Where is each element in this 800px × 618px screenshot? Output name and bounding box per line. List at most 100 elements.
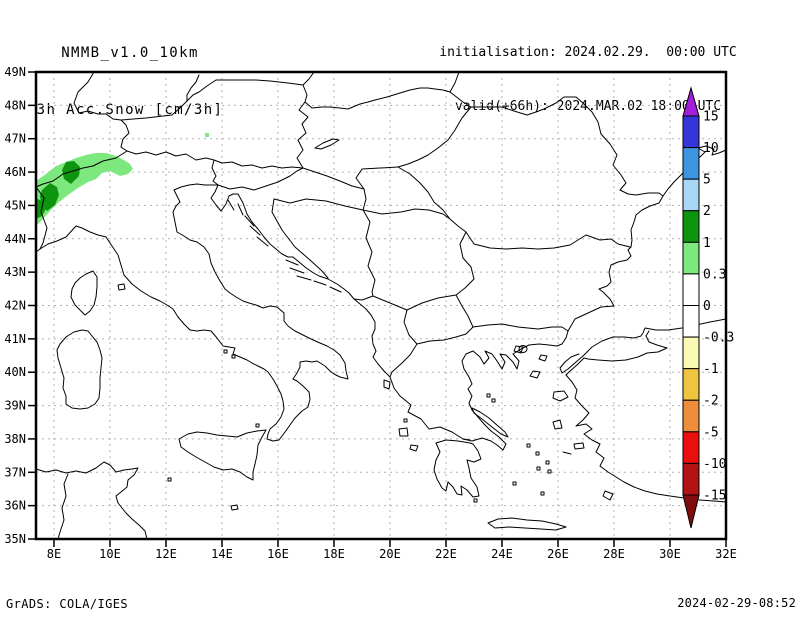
colorbar-segment	[682, 210, 700, 243]
coastlines-and-borders	[35, 71, 727, 540]
colorbar-tick-label: 0	[703, 299, 711, 314]
lon-tick-label: 14E	[211, 547, 233, 561]
map-line	[662, 145, 727, 197]
colorbar-segment	[682, 336, 700, 370]
variable-title: 3h Acc.Snow [cm/3h]	[36, 102, 224, 118]
map-line	[561, 330, 569, 345]
colorbar-top-arrow	[682, 86, 700, 117]
map-line	[561, 355, 584, 374]
colorbar-tick-label: 15	[703, 110, 719, 125]
lon-tick-label: 22E	[435, 547, 457, 561]
map-line	[538, 354, 548, 362]
map-line	[406, 294, 457, 311]
lon-tick-label: 30E	[659, 547, 681, 561]
map-line	[471, 407, 509, 438]
colorbar-segment	[682, 399, 700, 433]
map-line	[573, 442, 585, 450]
colorbar-segment	[682, 304, 700, 338]
map-line	[249, 225, 261, 236]
lon-tick-label: 8E	[47, 547, 61, 561]
axis-ticks-and-labels: 8E 10E 12E 14E 16E 18E 20E 22E 24E 26E 28E 30E 32E 49…	[4, 65, 737, 561]
map-line	[383, 379, 391, 390]
map-line	[178, 429, 267, 481]
map-line	[409, 444, 419, 452]
map-line	[397, 166, 451, 220]
map-line	[210, 184, 391, 378]
gridlines	[36, 72, 726, 539]
colorbar-segment	[682, 273, 700, 306]
map-line	[35, 186, 48, 250]
map-line	[513, 345, 524, 354]
lat-tick-label: 35N	[4, 532, 26, 546]
map-line	[126, 150, 304, 169]
colorbar-tick-label: 2	[703, 204, 711, 219]
colorbar-tick-label: -10	[703, 457, 726, 472]
map-line	[314, 138, 340, 150]
map-line	[211, 159, 219, 186]
map-line	[416, 326, 474, 345]
map-line	[567, 305, 615, 332]
grads-credit: GrADS: COLA/IGES	[6, 597, 128, 611]
lon-tick-label: 16E	[267, 547, 289, 561]
map-line	[302, 71, 315, 86]
lon-tick-label: 12E	[155, 547, 177, 561]
map-line	[256, 236, 269, 247]
colorbar: 15 10 5 2 1 0.3 0 -0.3 -1 -2 -5 -10 -15	[682, 86, 734, 529]
map-line	[547, 469, 552, 474]
map-line	[35, 183, 349, 442]
map-line	[237, 203, 244, 216]
map-line	[255, 423, 260, 428]
map-line	[273, 198, 364, 211]
map-line	[562, 451, 572, 455]
map-line	[559, 353, 580, 374]
map-line	[313, 280, 327, 286]
colorbar-segment	[682, 241, 700, 275]
map-line	[56, 329, 103, 410]
map-line	[120, 79, 304, 121]
map-line	[403, 418, 408, 423]
map-line	[642, 318, 727, 334]
map-line	[230, 504, 239, 511]
map-line	[536, 466, 541, 471]
map-line	[244, 215, 255, 227]
snow-region-0.3-1cm	[36, 153, 133, 226]
map-line	[583, 335, 668, 362]
lon-tick-label: 18E	[323, 547, 345, 561]
lat-tick-label: 43N	[4, 265, 26, 279]
map-line	[35, 461, 148, 540]
map-line	[582, 332, 644, 357]
map-line	[362, 208, 631, 250]
map-line	[302, 71, 460, 110]
model-title: NMMB_v1.0_10km	[61, 45, 199, 61]
map-line	[57, 473, 69, 540]
map-line	[486, 393, 491, 398]
map-line	[455, 294, 474, 328]
map-line	[529, 370, 541, 379]
title-block: NMMB_v1.0_10km 3h Acc.Snow [cm/3h]	[24, 6, 236, 158]
map-line	[473, 498, 478, 503]
map-line	[552, 419, 563, 430]
map-line	[449, 91, 660, 196]
colorbar-tick-label: -2	[703, 394, 719, 409]
lat-tick-label: 40N	[4, 365, 26, 379]
snow-region-1-2cm	[36, 198, 46, 219]
colorbar-tick-label: -5	[703, 425, 719, 440]
lon-tick-label: 28E	[603, 547, 625, 561]
lon-tick-label: 20E	[379, 547, 401, 561]
lat-tick-label: 37N	[4, 465, 26, 479]
map-line	[167, 477, 172, 482]
map-line	[645, 330, 650, 337]
colorbar-tick-label: 1	[703, 236, 711, 251]
map-line	[487, 517, 567, 531]
map-line	[433, 439, 482, 498]
map-line	[217, 167, 304, 191]
map-line	[70, 270, 98, 316]
map-line	[372, 295, 418, 378]
snow-region-1-2cm	[62, 161, 80, 184]
snow-shaded-regions	[36, 133, 209, 226]
lon-tick-label: 26E	[547, 547, 569, 561]
lon-tick-label: 24E	[491, 547, 513, 561]
map-line	[73, 71, 130, 152]
map-line	[535, 451, 540, 456]
